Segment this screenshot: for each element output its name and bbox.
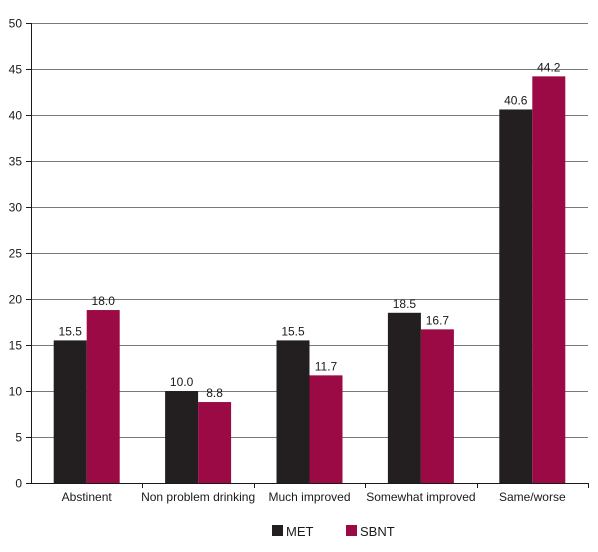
bar-sbnt — [532, 76, 566, 484]
data-label-met: 15.5 — [59, 324, 83, 338]
data-labels: 15.5 18.0 10.0 8.8 15.5 11.7 18.5 16.7 40.6 44.2 — [59, 60, 561, 400]
data-label-sbnt: 16.7 — [426, 313, 450, 327]
bar-sbnt — [309, 375, 343, 483]
y-tick-label: 5 — [15, 431, 22, 445]
data-label-met: 18.5 — [393, 297, 417, 311]
data-label-met: 10.0 — [170, 375, 194, 389]
data-label-sbnt: 18.0 — [92, 294, 116, 308]
legend: MET SBNT — [272, 524, 395, 539]
data-label-met: 40.6 — [504, 93, 528, 107]
x-tick-label: Somewhat improved — [366, 490, 475, 504]
y-tick-label: 45 — [9, 63, 23, 77]
legend-label-sbnt: SBNT — [360, 524, 395, 539]
axes: 0 5 10 15 20 25 30 35 40 45 50 Abstinent Non problem… — [9, 17, 589, 504]
y-tick-label: 15 — [9, 339, 23, 353]
bar-met — [165, 391, 199, 483]
y-tick-label: 40 — [9, 109, 23, 123]
legend-swatch-sbnt — [346, 525, 357, 536]
y-tick-label: 30 — [9, 201, 23, 215]
bar-met — [53, 340, 87, 483]
bar-met — [387, 312, 421, 483]
y-tick-label: 10 — [9, 385, 23, 399]
x-tick-label: Same/worse — [499, 490, 566, 504]
x-tick-label: Non problem drinking — [141, 490, 255, 504]
data-label-sbnt: 44.2 — [537, 60, 561, 74]
y-tick-label: 50 — [9, 17, 23, 31]
data-label-sbnt: 8.8 — [206, 386, 223, 400]
data-label-sbnt: 11.7 — [315, 359, 338, 373]
y-tick-label: 20 — [9, 293, 23, 307]
bar-sbnt — [86, 310, 120, 483]
bar-met — [276, 340, 310, 483]
y-tick-label: 25 — [9, 247, 23, 261]
y-tick-label: 35 — [9, 155, 23, 169]
x-tick-label: Abstinent — [62, 490, 113, 504]
gridlines — [31, 23, 588, 438]
legend-swatch-met — [272, 525, 283, 536]
y-tick-label: 0 — [15, 477, 22, 491]
legend-label-met: MET — [286, 524, 314, 539]
bars — [53, 76, 566, 484]
data-label-met: 15.5 — [281, 324, 305, 338]
bar-sbnt — [198, 402, 232, 483]
bar-sbnt — [420, 329, 454, 483]
bar-met — [499, 109, 533, 483]
x-tick-label: Much improved — [268, 490, 350, 504]
